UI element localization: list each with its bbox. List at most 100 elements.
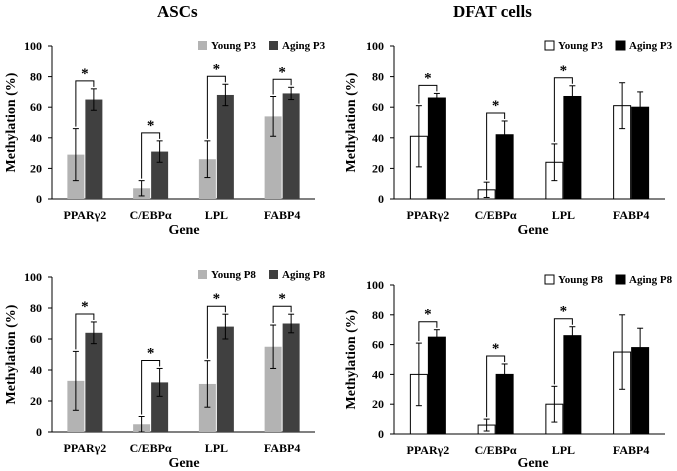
x-tick-label: C/EBPα xyxy=(130,208,172,222)
x-axis-label: Gene xyxy=(168,456,199,471)
y-tick-label: 20 xyxy=(372,397,384,411)
significance-marker: * xyxy=(492,341,500,357)
legend-label: Young P8 xyxy=(211,269,256,281)
legend-label: Aging P3 xyxy=(282,40,326,52)
significance-marker: * xyxy=(492,98,500,114)
bar xyxy=(427,336,446,435)
significance-marker: * xyxy=(424,307,432,323)
y-tick-label: 20 xyxy=(30,394,42,408)
y-tick-label: 60 xyxy=(372,100,384,114)
significance-bracket xyxy=(272,305,292,324)
significance-bracket xyxy=(75,313,95,350)
y-tick-label: 100 xyxy=(366,39,384,53)
y-tick-label: 60 xyxy=(372,338,384,352)
y-tick-label: 100 xyxy=(24,39,42,53)
significance-bracket xyxy=(553,318,573,385)
bar xyxy=(216,94,234,199)
significance-marker: * xyxy=(278,291,286,307)
legend-swatch xyxy=(544,40,555,51)
significance-marker: * xyxy=(560,63,568,79)
legend-swatch xyxy=(269,270,278,279)
x-tick-label: PPARγ2 xyxy=(407,443,450,457)
y-tick-label: 100 xyxy=(366,278,384,292)
chart-panel-2: 0 20 40 60 80 100 Methylation (%) * PPARγ2 * C/EBP… xyxy=(4,269,326,471)
legend-label: Young P8 xyxy=(558,274,603,286)
legend-label: Aging P8 xyxy=(629,274,673,286)
significance-bracket xyxy=(141,132,161,179)
legend-label: Young P3 xyxy=(558,40,603,52)
y-tick-label: 80 xyxy=(30,70,42,84)
y-tick-label: 100 xyxy=(24,270,42,284)
legend-label: Aging P8 xyxy=(282,269,326,281)
x-tick-label: FABP4 xyxy=(264,208,300,222)
x-tick-label: FABP4 xyxy=(613,208,649,222)
significance-marker: * xyxy=(213,61,221,77)
legend-swatch xyxy=(615,274,626,285)
bar xyxy=(427,97,446,200)
bar xyxy=(151,151,169,199)
bar xyxy=(198,383,216,432)
chart-panel-0: 0 20 40 60 80 100 Methylation (%) * PPARγ2 * C/EBP… xyxy=(4,39,326,238)
x-axis-label: Gene xyxy=(517,223,548,238)
y-tick-label: 60 xyxy=(30,100,42,114)
bar xyxy=(563,95,582,200)
legend-swatch xyxy=(269,41,278,50)
significance-bracket xyxy=(418,84,438,104)
y-tick-label: 0 xyxy=(378,427,384,441)
bar xyxy=(264,346,282,432)
bar xyxy=(85,332,103,432)
x-tick-label: C/EBPα xyxy=(475,208,517,222)
significance-marker: * xyxy=(278,64,286,80)
significance-bracket xyxy=(141,359,161,415)
y-tick-label: 80 xyxy=(30,301,42,315)
x-tick-label: LPL xyxy=(205,208,228,222)
x-tick-label: PPARγ2 xyxy=(64,441,107,455)
significance-marker: * xyxy=(81,299,89,315)
y-tick-label: 40 xyxy=(30,363,42,377)
significance-marker: * xyxy=(560,304,568,320)
legend-swatch xyxy=(544,274,555,285)
chart-panel-1: 0 20 40 60 80 100 Methylation (%) * PPARγ2 * C/EBP… xyxy=(344,39,673,238)
x-axis-label: Gene xyxy=(517,456,548,471)
legend-swatch xyxy=(615,40,626,51)
significance-marker: * xyxy=(424,70,432,86)
bar xyxy=(563,335,582,435)
y-tick-label: 20 xyxy=(372,161,384,175)
x-tick-label: C/EBPα xyxy=(130,441,172,455)
y-tick-label: 40 xyxy=(372,367,384,381)
x-tick-label: FABP4 xyxy=(264,441,300,455)
y-tick-label: 80 xyxy=(372,308,384,322)
y-axis-label: Methylation (%) xyxy=(4,72,19,172)
y-axis-label: Methylation (%) xyxy=(344,309,359,409)
x-tick-label: C/EBPα xyxy=(475,443,517,457)
x-axis-label: Gene xyxy=(168,223,199,238)
significance-marker: * xyxy=(147,345,155,361)
y-tick-label: 40 xyxy=(30,131,42,145)
y-axis-label: Methylation (%) xyxy=(344,72,359,172)
bar xyxy=(198,159,216,199)
x-tick-label: LPL xyxy=(552,208,575,222)
x-tick-label: FABP4 xyxy=(613,443,649,457)
legend-label: Young P3 xyxy=(211,40,256,52)
x-tick-label: LPL xyxy=(205,441,228,455)
x-tick-label: LPL xyxy=(552,443,575,457)
y-tick-label: 0 xyxy=(378,192,384,206)
bar xyxy=(151,382,169,432)
significance-bracket xyxy=(486,355,506,418)
dfat-column-title: DFAT cells xyxy=(453,2,532,21)
bar xyxy=(264,116,282,199)
y-tick-label: 80 xyxy=(372,70,384,84)
legend-label: Aging P3 xyxy=(629,40,673,52)
significance-bracket xyxy=(206,305,226,359)
x-tick-label: PPARγ2 xyxy=(64,208,107,222)
bar xyxy=(282,93,300,199)
chart-panel-3: 0 20 40 60 80 100 Methylation (%) * PPARγ2 * C/EBP… xyxy=(344,274,673,471)
bar xyxy=(282,323,300,432)
significance-bracket xyxy=(75,80,95,127)
bar xyxy=(216,326,234,432)
legend-swatch xyxy=(198,41,207,50)
significance-marker: * xyxy=(213,291,221,307)
significance-bracket xyxy=(418,321,438,342)
significance-bracket xyxy=(486,112,506,181)
